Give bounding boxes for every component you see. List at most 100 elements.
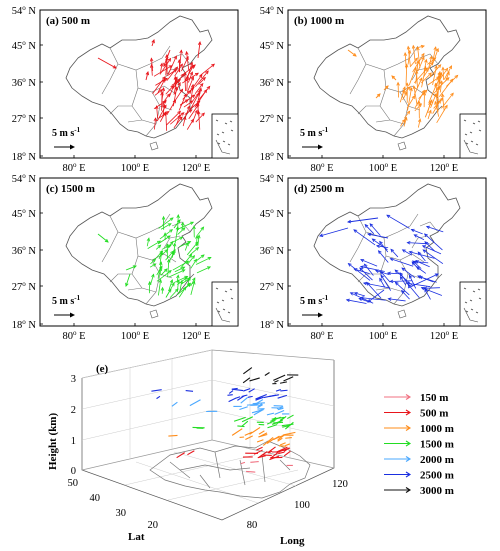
wind-arrow-3d <box>283 447 290 453</box>
lat-tick-label: 27o N <box>12 112 37 125</box>
wind-arrow-3d <box>274 410 285 415</box>
panel-e-lon-ticks: 80 100 120 <box>247 479 348 531</box>
wind-arrow-3d <box>257 403 263 407</box>
legend-item: 150 m <box>384 392 448 404</box>
wind-arrow-3d <box>156 395 161 400</box>
wind-arrow-3d <box>257 404 263 409</box>
lat-tick-label: 20 <box>148 520 159 531</box>
panel-c-title: (c) 1500 m <box>46 183 95 195</box>
legend-label: 3000 m <box>420 485 454 497</box>
panel-e-lat-label: Lat <box>128 531 145 543</box>
lat-tick-label: 18o N <box>260 318 285 331</box>
wind-arrow-3d <box>242 377 251 384</box>
panel-a-china-map <box>65 15 213 151</box>
wind-arrow-3d <box>240 397 248 404</box>
panel-e-title: (e) <box>96 363 109 375</box>
panel-a-scale-arrow: 5 m s-1 <box>52 126 81 150</box>
lon-tick-label: 120o E <box>430 161 458 174</box>
wind-arrow-3d <box>279 381 288 384</box>
panel-b: (b) 1000 m 5 m s-1 <box>287 9 487 159</box>
map-axis-ticks: 54o N 45o N 36o N 27o N 18o N 80o E 100o E 120o… <box>12 4 458 342</box>
wind-arrow-3d <box>285 443 290 447</box>
wind-arrow-3d <box>185 390 194 392</box>
wind-arrow-3d <box>283 376 294 382</box>
wind-arrow-3d <box>241 420 249 427</box>
z-tick-label: 1 <box>71 436 76 447</box>
wind-arrow-3d <box>285 437 292 439</box>
legend-label: 2000 m <box>420 454 454 466</box>
wind-arrow-3d <box>257 455 266 459</box>
panel-a: (a) 500 m 5 m s-1 <box>39 9 239 159</box>
wind-arrow-3d <box>273 421 284 424</box>
wind-arrow-3d <box>247 395 253 398</box>
wind-arrow-3d <box>272 417 277 420</box>
wind-arrow-3d <box>283 450 291 457</box>
wind-arrow-3d <box>189 399 201 407</box>
lat-tick-label: 27o N <box>260 112 285 125</box>
lon-tick-label: 80o E <box>62 329 85 342</box>
legend-label: 1500 m <box>420 439 454 451</box>
panel-e-lon-label: Long <box>280 535 305 547</box>
wind-arrow-3d <box>241 394 248 398</box>
panel-d-title: (d) 2500 m <box>294 183 344 195</box>
lat-tick-label: 54o N <box>12 172 37 185</box>
wind-arrow-3d <box>240 461 246 465</box>
wind-arrow-3d <box>231 428 243 436</box>
wind-arrow-3d <box>279 416 286 421</box>
panel-e-box <box>81 349 335 521</box>
legend-item: 500 m <box>384 408 448 420</box>
wind-arrow-3d <box>275 446 288 453</box>
svg-text:5 m s-1: 5 m s-1 <box>300 126 329 139</box>
legend-label: 500 m <box>420 408 448 420</box>
lat-tick-label: 27o N <box>260 280 285 293</box>
wind-arrow-3d <box>258 451 268 458</box>
wind-arrow-3d <box>266 419 276 425</box>
legend-label: 2500 m <box>420 470 454 482</box>
lat-tick-label: 45o N <box>12 207 37 220</box>
wind-arrow-3d <box>277 407 284 411</box>
legend-item: 3000 m <box>384 485 454 497</box>
wind-arrow-3d <box>253 449 263 455</box>
z-tick-label: 2 <box>71 405 76 416</box>
lat-tick-label: 18o N <box>260 150 285 163</box>
lon-tick-label: 100o E <box>369 329 397 342</box>
wind-arrow-3d <box>266 438 275 444</box>
lat-tick-label: 36o N <box>12 244 37 257</box>
lat-tick-label: 50 <box>68 478 79 489</box>
lat-tick-label: 18o N <box>12 150 37 163</box>
wind-arrow-3d <box>273 374 286 381</box>
wind-arrow-3d <box>270 451 279 459</box>
legend-label: 150 m <box>420 392 448 404</box>
wind-arrow-3d <box>243 388 251 392</box>
legend: 150 m 500 m 1000 m 1500 m 2000 m 2500 m 3000 m <box>384 392 454 497</box>
lat-tick-label: 36o N <box>260 76 285 89</box>
panel-d-inset <box>459 281 487 327</box>
panel-b-title: (b) 1000 m <box>294 15 344 27</box>
wind-arrow-3d <box>267 446 276 454</box>
wind-arrow-3d <box>255 393 267 400</box>
wind-arrow-3d <box>255 396 264 401</box>
panel-b-frame <box>287 9 487 159</box>
z-tick-label: 0 <box>71 466 76 477</box>
lon-tick-label: 100o E <box>121 329 149 342</box>
wind-arrow-3d <box>256 446 263 451</box>
wind-arrow-3d <box>246 470 256 473</box>
wind-arrow-3d <box>278 451 285 455</box>
legend-item: 1000 m <box>384 423 454 435</box>
panel-a-title: (a) 500 m <box>46 15 90 27</box>
panel-b-wind-arrows <box>347 44 459 128</box>
lon-tick-label: 80o E <box>310 329 333 342</box>
wind-arrow-3d <box>237 425 245 428</box>
panel-d: (d) 2500 m 5 m s-1 <box>287 177 487 327</box>
wind-arrow-3d <box>284 421 294 430</box>
panel-e-lat-ticks: 50 40 30 20 <box>68 478 159 531</box>
panel-e-z-label: Height (km) <box>47 413 59 470</box>
wind-arrow-3d <box>231 387 238 390</box>
wind-arrow-3d <box>287 414 294 420</box>
panel-a-inset <box>211 113 239 159</box>
wind-arrow-3d <box>245 435 253 440</box>
wind-arrow-3d <box>246 403 259 406</box>
svg-text:5 m s-1: 5 m s-1 <box>52 294 81 307</box>
lat-tick-label: 30 <box>116 508 127 519</box>
wind-arrow-3d <box>250 461 259 463</box>
